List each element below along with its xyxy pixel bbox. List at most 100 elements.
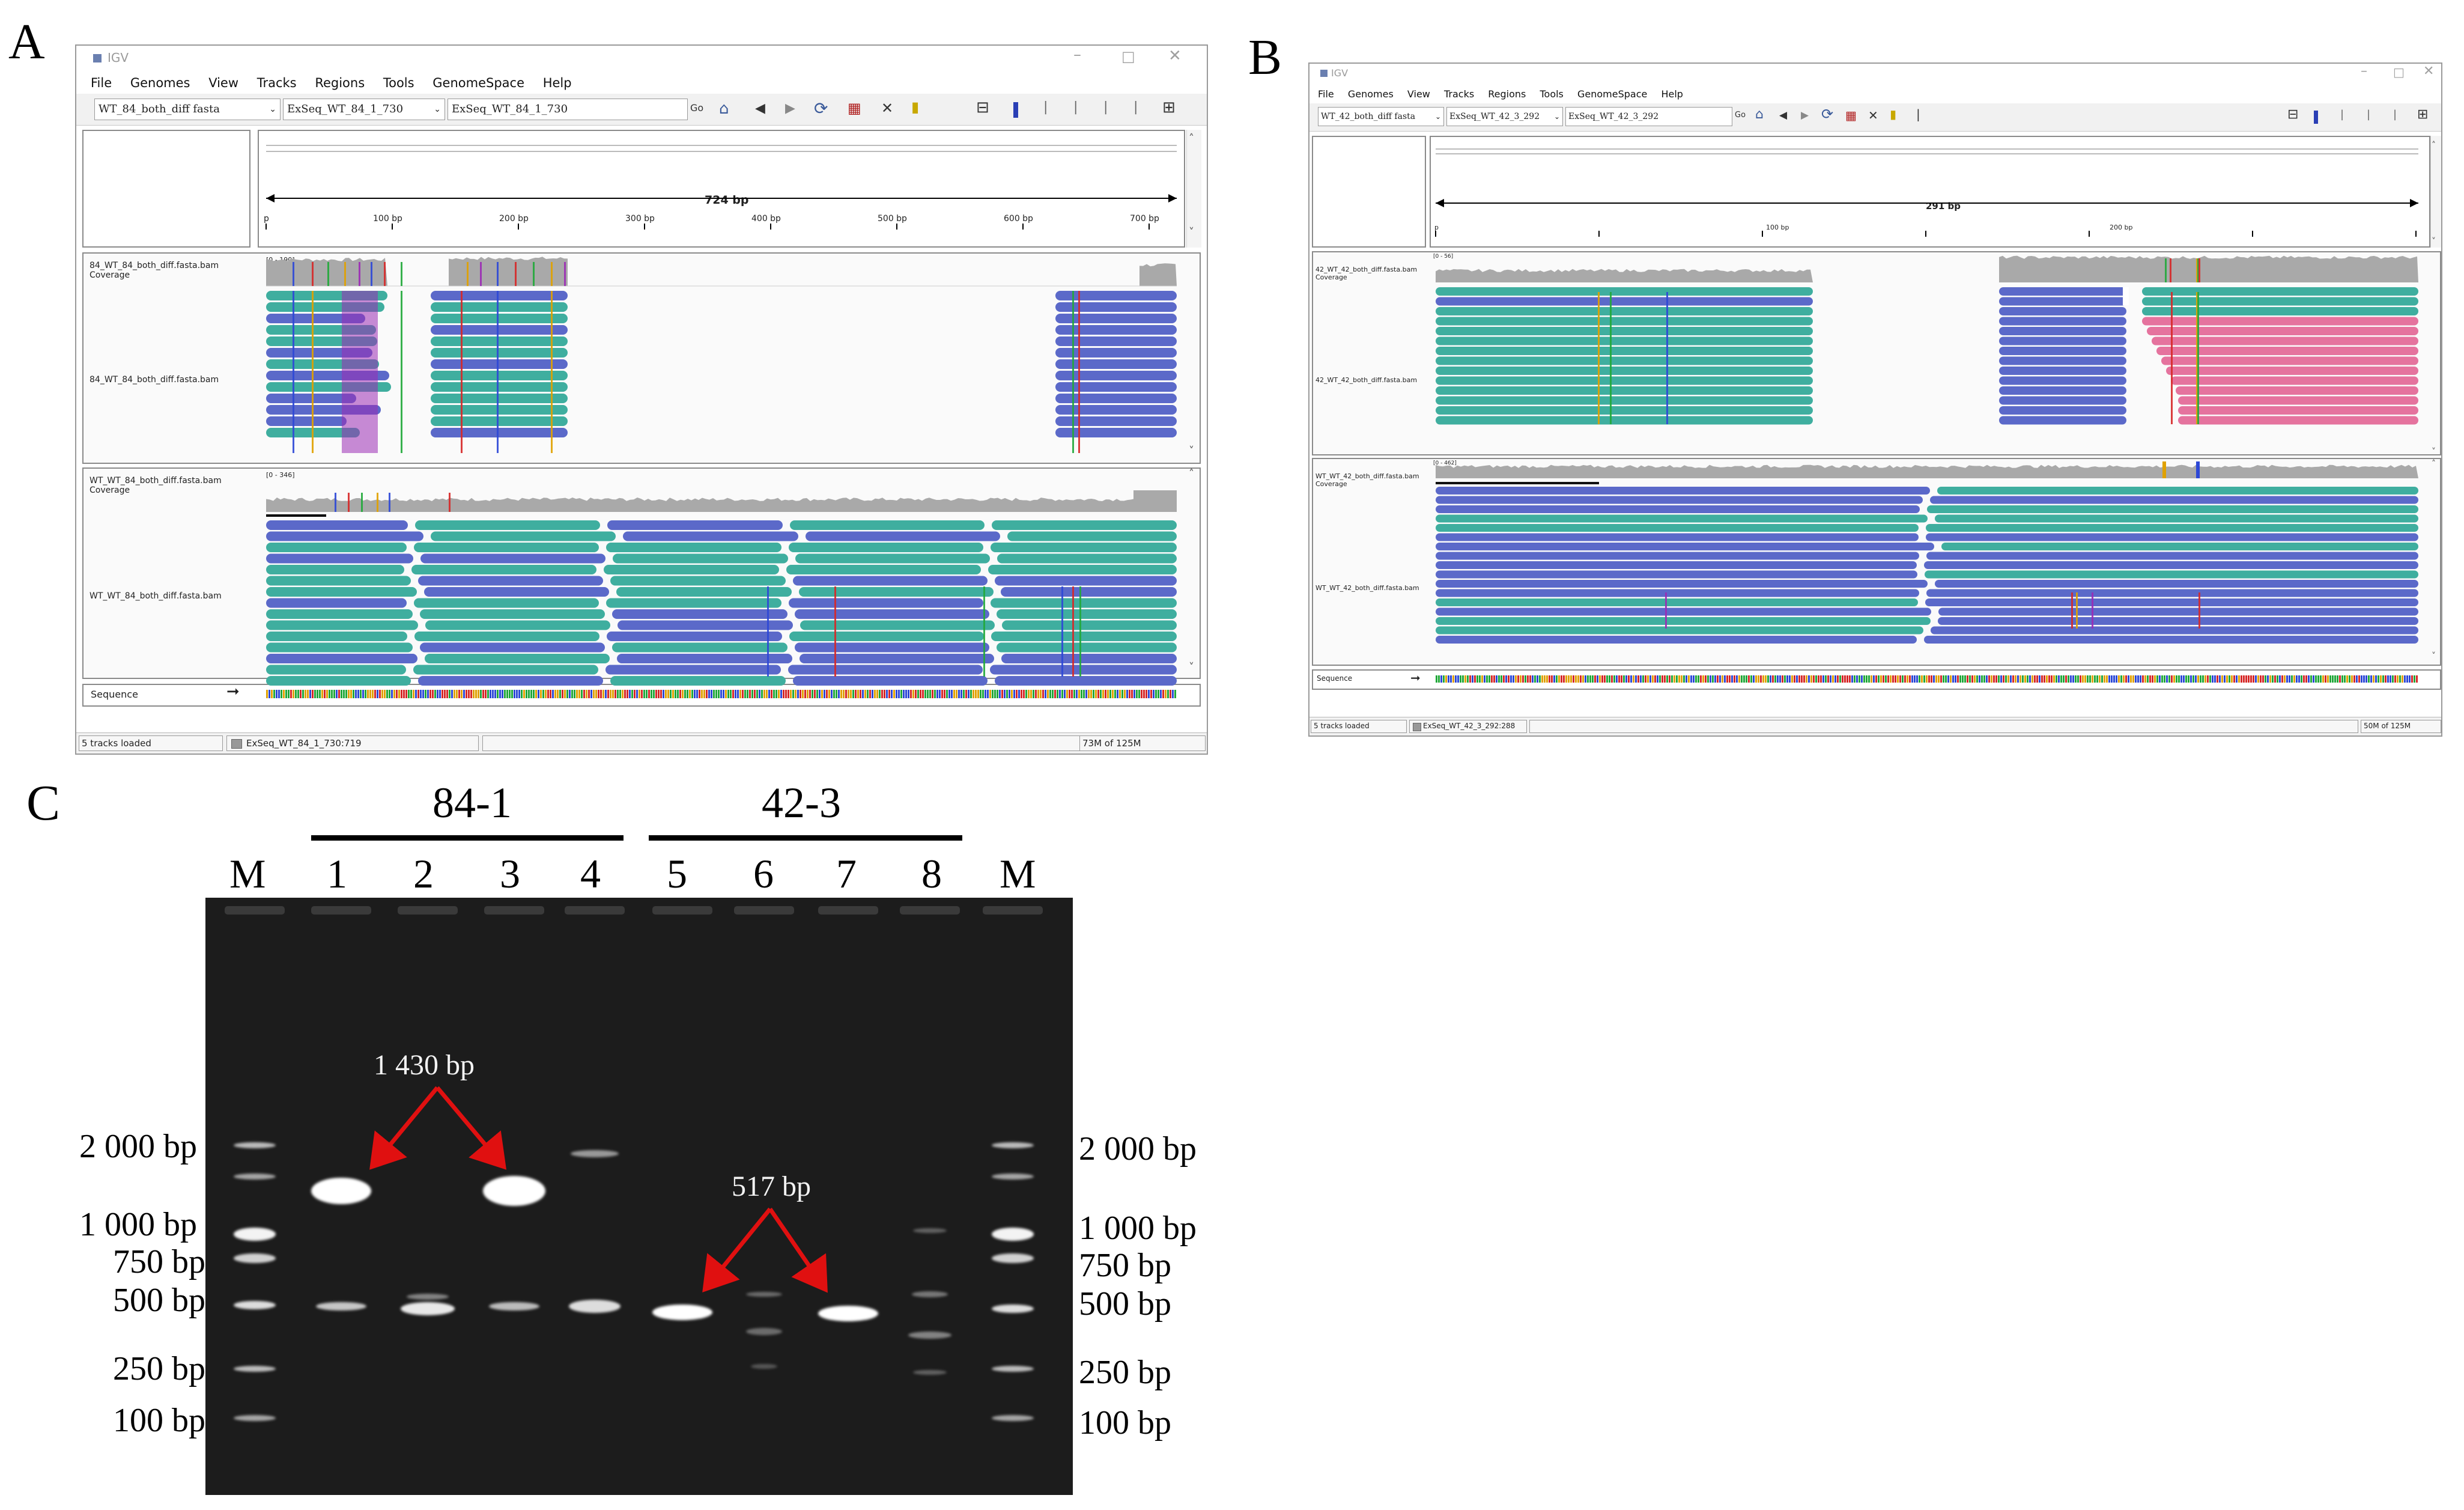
scroll-up-icon: ˄: [2432, 141, 2436, 150]
read-bar: [1436, 598, 1918, 606]
strand-arrow-icon[interactable]: ➞: [226, 683, 240, 701]
menu-tools[interactable]: Tools: [383, 76, 414, 90]
read-bar: [1999, 307, 2126, 315]
menu-file[interactable]: File: [1318, 88, 1334, 100]
base-mark: [1938, 675, 1940, 683]
genome-select[interactable]: WT_42_both_diff fasta ⌄: [1318, 107, 1444, 126]
base-mark: [1664, 675, 1666, 683]
base-mark: [293, 690, 294, 698]
genome-select[interactable]: WT_84_both_diff fasta ⌄: [94, 99, 281, 120]
base-mark: [547, 690, 549, 698]
base-mark: [2070, 675, 2072, 683]
base-mark: [1061, 690, 1063, 698]
base-mark: [636, 690, 638, 698]
marker-label-left: 500 bp: [113, 1282, 205, 1319]
track1-range: [0 - 56]: [1433, 254, 1454, 260]
mismatch-mark: [2170, 258, 2171, 282]
popup-info-icon[interactable]: ▮: [1890, 107, 1897, 121]
refresh-icon[interactable]: ⟳: [1821, 106, 1834, 123]
base-mark: [634, 690, 636, 698]
go-button[interactable]: Go: [1735, 111, 1746, 120]
close-icon[interactable]: ✕: [1168, 47, 1182, 65]
base-mark: [855, 690, 857, 698]
base-mark: [1926, 675, 1928, 683]
menu-tracks[interactable]: Tracks: [256, 76, 297, 90]
base-mark: [338, 690, 340, 698]
base-mark: [542, 690, 544, 698]
back-icon[interactable]: ◀: [755, 101, 765, 116]
menu-genomespace[interactable]: GenomeSpace: [1577, 88, 1648, 100]
ruler-scrollbar[interactable]: [2430, 136, 2441, 248]
maximize-icon[interactable]: □: [2393, 65, 2405, 79]
menu-help[interactable]: Help: [1661, 88, 1683, 100]
close-icon[interactable]: ✕: [2423, 64, 2435, 79]
go-button[interactable]: Go: [690, 102, 704, 114]
base-mark: [1839, 675, 1841, 683]
menu-genomespace[interactable]: GenomeSpace: [432, 76, 524, 90]
base-mark: [2183, 675, 2185, 683]
refresh-icon[interactable]: ⟳: [814, 99, 828, 118]
forward-icon[interactable]: ▶: [1801, 109, 1809, 121]
base-mark: [1030, 690, 1032, 698]
base-mark: [888, 690, 890, 698]
base-mark: [898, 690, 900, 698]
menu-regions[interactable]: Regions: [315, 76, 365, 90]
locus-input[interactable]: ExSeq_WT_84_1_730: [448, 99, 688, 120]
menu-tools[interactable]: Tools: [1540, 88, 1564, 100]
base-mark: [1837, 675, 1839, 683]
base-mark: [893, 690, 895, 698]
zoom-level-marker[interactable]: [2314, 111, 2318, 124]
popup-info-icon[interactable]: ▮: [911, 99, 920, 115]
menu-view[interactable]: View: [208, 76, 239, 90]
resize-icon[interactable]: ✕: [881, 100, 894, 117]
base-mark: [2370, 675, 2372, 683]
maximize-icon[interactable]: □: [1121, 48, 1135, 65]
track1-coverage-name: 42_WT_42_both_diff.fasta.bam Coverage: [1315, 266, 1418, 281]
read-bar: [1925, 598, 2418, 606]
chromosome-select[interactable]: ExSeq_WT_42_3_292 ⌄: [1446, 107, 1563, 126]
menu-tracks[interactable]: Tracks: [1443, 88, 1475, 100]
zoom-in-icon[interactable]: ⊞: [2417, 107, 2429, 122]
strand-arrow-icon[interactable]: ➞: [1410, 671, 1421, 685]
read-bar: [1436, 514, 1928, 523]
zoom-out-icon[interactable]: ⊟: [2287, 107, 2299, 122]
back-icon[interactable]: ◀: [1779, 109, 1788, 121]
mismatch-mark: [359, 262, 360, 286]
menu-view[interactable]: View: [1407, 88, 1430, 100]
forward-icon[interactable]: ▶: [785, 101, 795, 116]
chromosome-select[interactable]: ExSeq_WT_84_1_730 ⌄: [283, 99, 445, 120]
zoom-in-icon[interactable]: ⊞: [1162, 99, 1176, 117]
minimize-icon[interactable]: –: [2361, 64, 2367, 79]
base-mark: [326, 690, 328, 698]
group-bar-84-1: [311, 835, 624, 841]
base-mark: [1004, 690, 1006, 698]
base-mark: [2087, 675, 2089, 683]
base-mark: [2205, 675, 2206, 683]
home-icon[interactable]: ⌂: [1755, 107, 1764, 122]
base-mark: [1633, 675, 1634, 683]
menu-regions[interactable]: Regions: [1488, 88, 1526, 100]
minimize-icon[interactable]: –: [1073, 46, 1081, 64]
locus-input[interactable]: ExSeq_WT_42_3_292: [1565, 107, 1732, 126]
ruler-scrollbar[interactable]: [1186, 130, 1201, 248]
ruler-tick: 700 bp: [1130, 214, 1159, 224]
menu-file[interactable]: File: [91, 76, 112, 90]
roi-icon[interactable]: ▦: [1845, 108, 1857, 123]
zoom-out-icon[interactable]: ⊟: [976, 99, 989, 117]
base-mark: [2058, 675, 2060, 683]
home-icon[interactable]: ⌂: [719, 100, 729, 118]
roi-icon[interactable]: ▦: [848, 100, 861, 117]
base-mark: [1100, 690, 1102, 698]
base-mark: [1911, 675, 1913, 683]
resize-icon[interactable]: ✕: [1868, 108, 1878, 123]
read-bar: [1055, 302, 1177, 312]
zoom-level-marker[interactable]: [1013, 102, 1018, 118]
base-mark: [2277, 675, 2278, 683]
menu-genomes[interactable]: Genomes: [130, 76, 190, 90]
base-mark: [1121, 690, 1123, 698]
base-mark: [482, 690, 484, 698]
menu-help[interactable]: Help: [542, 76, 572, 90]
scroll-down-icon: ˅: [1189, 445, 1194, 457]
menu-genomes[interactable]: Genomes: [1347, 88, 1394, 100]
base-mark: [442, 690, 443, 698]
